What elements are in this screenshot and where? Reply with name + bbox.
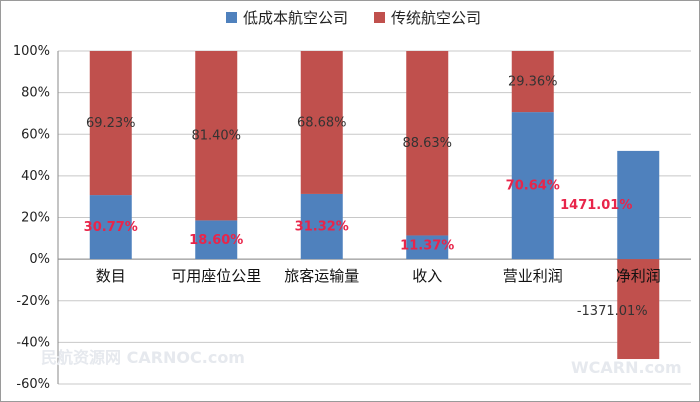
- legend-swatch-low-cost: [226, 12, 237, 23]
- x-category-label: 营业利润: [503, 267, 563, 285]
- data-label-traditional: -1371.01%: [577, 304, 648, 319]
- watermark-right: WCARN.com: [571, 358, 682, 377]
- y-tick-label: 20%: [21, 211, 50, 226]
- legend-label-low-cost: 低成本航空公司: [243, 9, 349, 27]
- data-label-low-cost: 18.60%: [189, 233, 243, 248]
- bar-low-cost: [617, 150, 660, 260]
- legend-item-traditional: 传统航空公司: [374, 7, 481, 28]
- data-label-traditional: 69.23%: [86, 116, 136, 131]
- x-category-label: 数目: [96, 267, 126, 285]
- y-tick-label: -40%: [16, 335, 50, 350]
- data-label-traditional: 88.63%: [402, 136, 452, 151]
- data-label-traditional: 81.40%: [191, 129, 241, 144]
- legend-label-traditional: 传统航空公司: [391, 9, 482, 27]
- y-tick-label: -60%: [16, 377, 50, 392]
- bar-traditional: [300, 51, 343, 194]
- data-label-traditional: 68.68%: [297, 115, 347, 130]
- y-tick-label: 100%: [13, 44, 50, 59]
- y-tick-label: 80%: [21, 86, 50, 101]
- legend-item-low-cost: 低成本航空公司: [226, 7, 348, 28]
- y-tick-label: 40%: [21, 169, 50, 184]
- bar-traditional: [617, 259, 660, 360]
- bar-low-cost: [406, 235, 449, 260]
- y-tick-label: 0%: [29, 252, 50, 267]
- data-label-low-cost: 1471.01%: [560, 198, 632, 213]
- bar-traditional: [195, 51, 238, 221]
- y-tick-label: -20%: [16, 294, 50, 309]
- legend-swatch-traditional: [374, 12, 386, 23]
- bar-low-cost: [511, 112, 554, 260]
- y-tick-label: 60%: [21, 127, 50, 142]
- legend: 低成本航空公司 传统航空公司: [226, 7, 481, 28]
- bar-low-cost: [300, 193, 343, 260]
- bar-traditional: [406, 51, 449, 236]
- watermark-left: 民航资源网 CARNOC.com: [41, 348, 245, 367]
- data-label-low-cost: 11.37%: [400, 238, 454, 253]
- bar-traditional: [511, 51, 554, 113]
- bar-traditional: [89, 51, 132, 196]
- bar-low-cost: [89, 195, 132, 260]
- data-label-low-cost: 70.64%: [506, 179, 560, 194]
- bar-low-cost: [195, 220, 238, 260]
- data-label-traditional: 29.36%: [508, 75, 558, 90]
- x-category-label: 净利润: [616, 267, 661, 285]
- data-label-low-cost: 31.32%: [295, 220, 349, 235]
- x-category-label: 可用座位公里: [171, 267, 261, 285]
- x-category-label: 旅客运输量: [284, 267, 359, 285]
- x-category-label: 收入: [412, 267, 442, 285]
- data-label-low-cost: 30.77%: [84, 220, 138, 235]
